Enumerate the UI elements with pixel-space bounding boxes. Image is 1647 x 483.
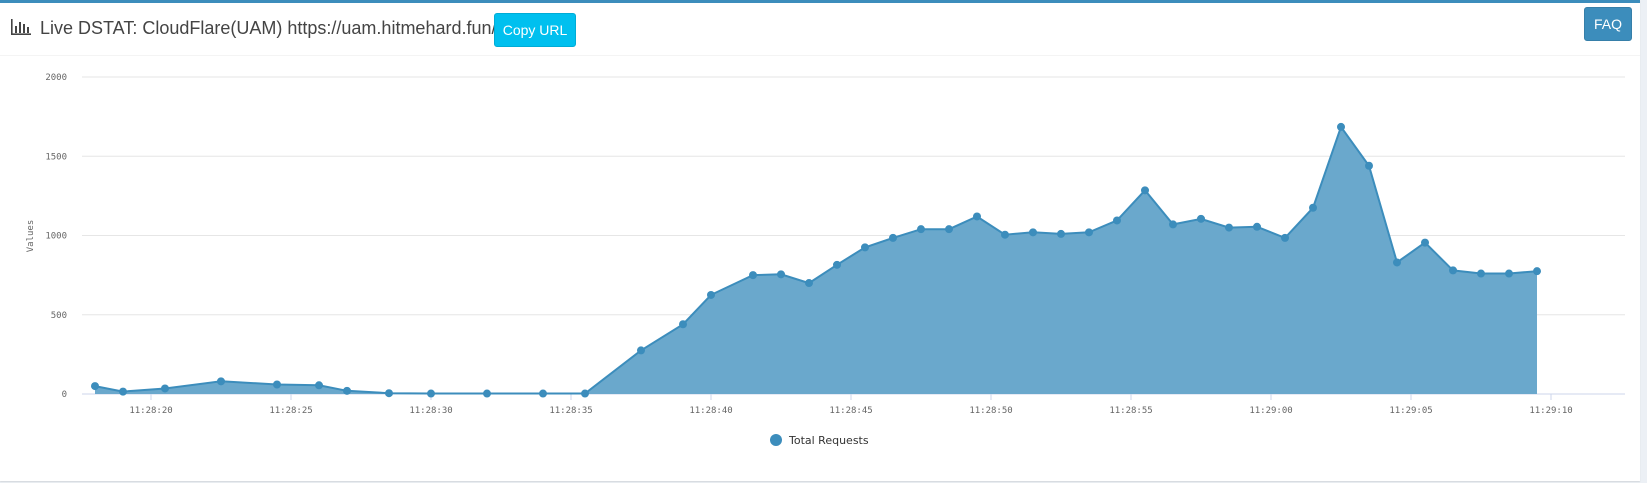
- data-point: [1337, 122, 1345, 131]
- data-point: [1309, 203, 1317, 212]
- legend-label: Total Requests: [788, 434, 869, 447]
- legend-marker: [770, 434, 782, 446]
- data-point: [1197, 214, 1205, 223]
- x-tick-label: 11:28:50: [969, 406, 1012, 416]
- data-point: [1253, 222, 1261, 231]
- data-point: [861, 243, 869, 252]
- series-area: [95, 126, 1537, 395]
- data-point: [581, 389, 589, 398]
- data-point: [217, 377, 225, 386]
- data-point: [1001, 230, 1009, 239]
- data-point: [343, 386, 351, 395]
- y-axis-label: Values: [26, 220, 36, 253]
- x-tick-label: 11:28:35: [549, 406, 592, 416]
- data-point: [707, 290, 715, 299]
- data-point: [1085, 228, 1093, 237]
- data-point: [1281, 233, 1289, 242]
- data-point: [539, 389, 547, 398]
- data-point: [1225, 223, 1233, 232]
- data-point: [777, 270, 785, 279]
- series-line: [94, 124, 1538, 395]
- data-point: [637, 346, 645, 355]
- y-tick-label: 2000: [45, 73, 67, 83]
- data-point: [1057, 229, 1065, 238]
- data-point: [385, 389, 393, 398]
- copy-url-button[interactable]: Copy URL: [494, 13, 576, 47]
- panel-header: Live DSTAT: CloudFlare(UAM) https://uam.…: [0, 3, 1640, 56]
- bar-chart-icon: [11, 19, 31, 35]
- data-point: [1421, 238, 1429, 247]
- data-point: [1477, 269, 1485, 278]
- x-tick-label: 11:29:05: [1389, 406, 1432, 416]
- data-point: [1169, 220, 1177, 229]
- data-point: [973, 212, 981, 221]
- data-point: [315, 381, 323, 390]
- data-point: [1113, 216, 1121, 225]
- data-point: [119, 387, 127, 396]
- faq-button[interactable]: FAQ: [1584, 7, 1632, 41]
- data-point: [679, 320, 687, 329]
- data-point: [161, 384, 169, 393]
- data-point: [1141, 186, 1149, 195]
- data-point: [833, 260, 841, 269]
- x-tick-label: 11:29:00: [1249, 406, 1292, 416]
- x-tick-label: 11:28:45: [829, 406, 872, 416]
- data-point: [1393, 258, 1401, 267]
- x-tick-label: 11:28:25: [269, 406, 312, 416]
- x-tick-label: 11:28:55: [1109, 406, 1152, 416]
- x-axis: 11:28:20 11:28:25 11:28:30 11:28:35 11:28:40…: [129, 394, 1573, 416]
- data-point: [1449, 266, 1457, 275]
- data-point: [1533, 267, 1541, 276]
- y-tick-label: 1000: [45, 232, 67, 242]
- y-tick-label: 1500: [45, 152, 67, 162]
- data-point: [483, 389, 491, 398]
- x-tick-label: 11:29:10: [1529, 406, 1572, 416]
- data-point: [749, 271, 757, 280]
- page-title: Live DSTAT: CloudFlare(UAM) https://uam.…: [40, 18, 526, 38]
- data-point: [917, 225, 925, 234]
- y-tick-label: 500: [51, 311, 67, 321]
- data-point: [945, 225, 953, 234]
- data-point: [427, 389, 435, 398]
- data-point: [805, 279, 813, 288]
- y-tick-label: 0: [62, 390, 67, 400]
- series-points: [91, 122, 1541, 398]
- data-point: [273, 380, 281, 389]
- data-point: [1029, 228, 1037, 237]
- x-tick-label: 11:28:20: [129, 406, 172, 416]
- y-axis: 0 500 1000 1500 2000: [45, 73, 67, 400]
- legend[interactable]: Total Requests: [770, 434, 869, 447]
- data-point: [1505, 269, 1513, 278]
- data-point: [1365, 161, 1373, 170]
- data-point: [91, 382, 99, 391]
- x-tick-label: 11:28:30: [409, 406, 452, 416]
- x-tick-label: 11:28:40: [689, 406, 732, 416]
- data-point: [889, 233, 897, 242]
